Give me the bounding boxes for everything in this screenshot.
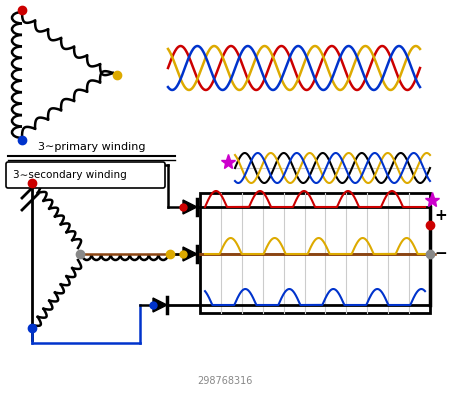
Text: 3∼secondary winding: 3∼secondary winding	[13, 170, 127, 180]
Polygon shape	[153, 298, 167, 312]
Polygon shape	[183, 247, 197, 261]
Text: −: −	[434, 246, 447, 261]
Text: 298768316: 298768316	[197, 376, 253, 386]
Bar	[200, 193, 430, 313]
Text: +: +	[434, 208, 447, 223]
FancyBboxPatch shape	[6, 162, 165, 188]
Text: 3∼primary winding: 3∼primary winding	[38, 142, 145, 152]
Polygon shape	[183, 200, 197, 214]
